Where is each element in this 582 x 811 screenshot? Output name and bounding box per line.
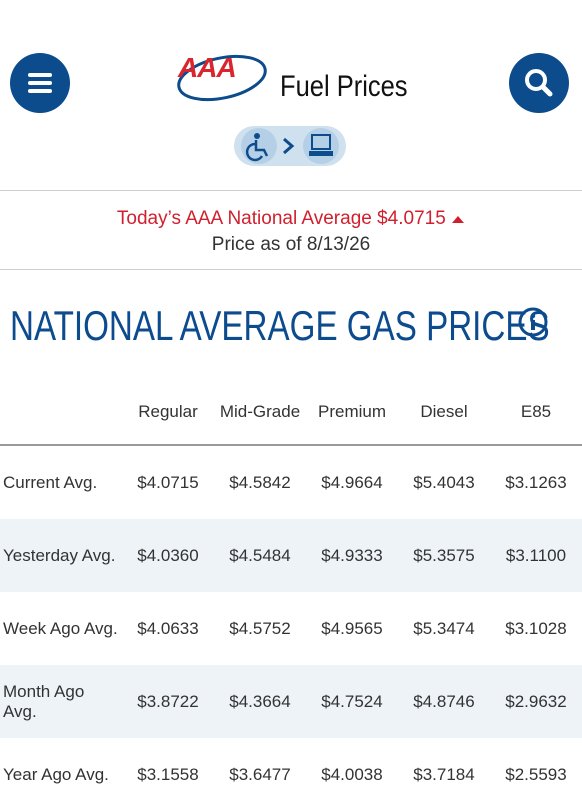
corner-cell <box>0 380 122 446</box>
price-cell: $4.7524 <box>306 665 398 738</box>
price-cell: $4.0038 <box>321 764 383 784</box>
table-body: Current Avg. $4.0715 $4.5842 $4.9664 $5.4043… <box>0 445 582 811</box>
table-row: Week Ago Avg. $4.0633 $4.5752 $4.9565 $5.347… <box>0 592 582 665</box>
column-header: Diesel <box>398 380 490 446</box>
price-cell: $3.1558 <box>137 764 199 784</box>
price-cell: $3.1028 <box>505 618 567 638</box>
table-head: Regular Mid-Grade Premium Diesel E85 <box>0 380 582 446</box>
search-icon <box>525 69 553 97</box>
price-cell: $4.0633 <box>137 618 199 638</box>
row-label: Week Ago Avg. <box>3 618 118 638</box>
row-label: Year Ago Avg. <box>3 764 109 784</box>
divider <box>0 190 582 191</box>
price-cell: $4.5752 <box>229 618 291 638</box>
search-button[interactable] <box>509 53 569 113</box>
price-cell: $5.4043 <box>413 472 475 492</box>
table-row: Yesterday Avg. $4.0360 $4.5484 $4.9333 $5.35… <box>0 519 582 592</box>
section-heading: NATIONAL AVERAGE GAS PRICES <box>10 302 550 349</box>
national-average: Today’s AAA National Average $4.0715 <box>0 208 582 230</box>
price-cell: $5.3575 <box>398 519 490 592</box>
price-cell: $3.7184 <box>413 764 475 784</box>
price-cell: $4.0360 <box>122 519 214 592</box>
price-cell: $2.9632 <box>490 665 582 738</box>
price-cell: $5.3474 <box>413 618 475 638</box>
price-cell: $3.8722 <box>122 665 214 738</box>
price-cell: $4.9333 <box>306 519 398 592</box>
table-row: Year Ago Avg. $3.1558 $3.6477 $4.0038 $3.718… <box>0 738 582 811</box>
table-row: Current Avg. $4.0715 $4.5842 $4.9664 $5.4043… <box>0 445 582 519</box>
table-row: Month Ago Avg. $3.8722 $4.3664 $4.7524 $4.87… <box>0 665 582 738</box>
price-cell: $4.9565 <box>321 618 383 638</box>
menu-button[interactable] <box>10 53 70 113</box>
column-header: Regular <box>122 380 214 446</box>
price-cell: $3.1263 <box>505 472 567 492</box>
info-icon[interactable] <box>517 306 549 338</box>
national-average-text: Today’s AAA National Average $4.0715 <box>116 208 446 229</box>
price-cell: $4.8746 <box>398 665 490 738</box>
divider <box>0 269 582 270</box>
price-cell: $4.3664 <box>214 665 306 738</box>
price-cell: $4.5842 <box>229 472 291 492</box>
price-table: Regular Mid-Grade Premium Diesel E85 Current… <box>0 380 582 811</box>
accessibility-badge[interactable] <box>232 124 350 170</box>
logo-ring <box>177 54 267 102</box>
price-cell: $4.5484 <box>214 519 306 592</box>
price-cell: $4.0715 <box>137 472 199 492</box>
column-header: E85 <box>490 380 582 446</box>
up-arrow <box>452 216 465 223</box>
price-date: Price as of 8/13/26 <box>211 234 371 255</box>
row-label: Month Ago Avg. <box>0 665 122 738</box>
price-cell: $3.1100 <box>490 519 582 592</box>
page-title: Fuel Prices <box>280 70 408 103</box>
logo: AAA <box>178 52 237 83</box>
column-header: Premium <box>306 380 398 446</box>
header-row: Regular Mid-Grade Premium Diesel E85 <box>0 380 582 446</box>
price-cell: $4.9664 <box>321 472 383 492</box>
row-label: Current Avg. <box>3 472 98 492</box>
price-cell: $3.6477 <box>229 764 291 784</box>
menu-icon <box>28 73 52 93</box>
column-header: Mid-Grade <box>214 380 306 446</box>
price-cell: $2.5593 <box>505 764 567 784</box>
row-label: Yesterday Avg. <box>0 519 122 592</box>
